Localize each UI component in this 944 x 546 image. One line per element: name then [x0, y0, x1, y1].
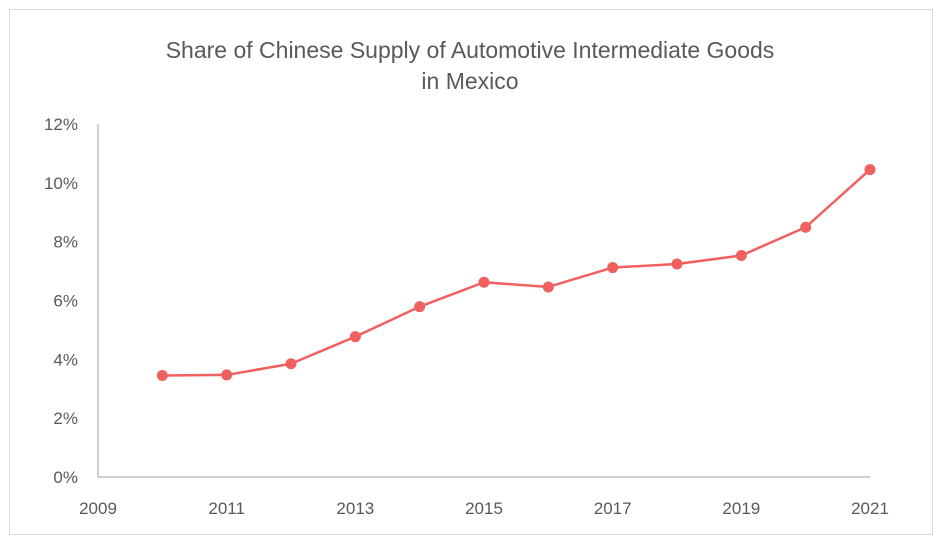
y-tick-label: 2% — [53, 409, 78, 428]
data-point-2019 — [735, 249, 747, 261]
data-point-2015 — [478, 276, 490, 288]
data-point-2010 — [156, 370, 168, 382]
y-tick-label: 6% — [53, 292, 78, 311]
y-tick-label: 10% — [44, 174, 78, 193]
data-point-2017 — [607, 262, 619, 274]
data-point-2012 — [285, 358, 297, 370]
y-tick-label: 12% — [44, 115, 78, 134]
x-tick-label: 2015 — [465, 499, 503, 518]
x-tick-label: 2019 — [722, 499, 760, 518]
x-tick-label: 2021 — [851, 499, 889, 518]
y-tick-label: 8% — [53, 233, 78, 252]
x-tick-label: 2009 — [79, 499, 117, 518]
x-tick-label: 2017 — [594, 499, 632, 518]
data-point-2013 — [349, 331, 361, 343]
data-point-2018 — [671, 258, 683, 270]
x-tick-label: 2011 — [208, 499, 245, 518]
data-point-2021 — [864, 164, 876, 176]
data-point-2020 — [800, 221, 812, 233]
x-tick-label: 2013 — [336, 499, 374, 518]
chart-title-line-1: Share of Chinese Supply of Automotive In… — [166, 37, 775, 63]
y-tick-label: 4% — [53, 350, 78, 369]
data-point-2011 — [221, 369, 233, 381]
series-line — [162, 168, 871, 377]
data-point-2014 — [414, 301, 426, 313]
chart-frame — [9, 9, 933, 535]
data-point-2016 — [542, 281, 554, 293]
y-tick-label: 0% — [53, 468, 78, 487]
chart-title-line-2: in Mexico — [421, 68, 518, 94]
